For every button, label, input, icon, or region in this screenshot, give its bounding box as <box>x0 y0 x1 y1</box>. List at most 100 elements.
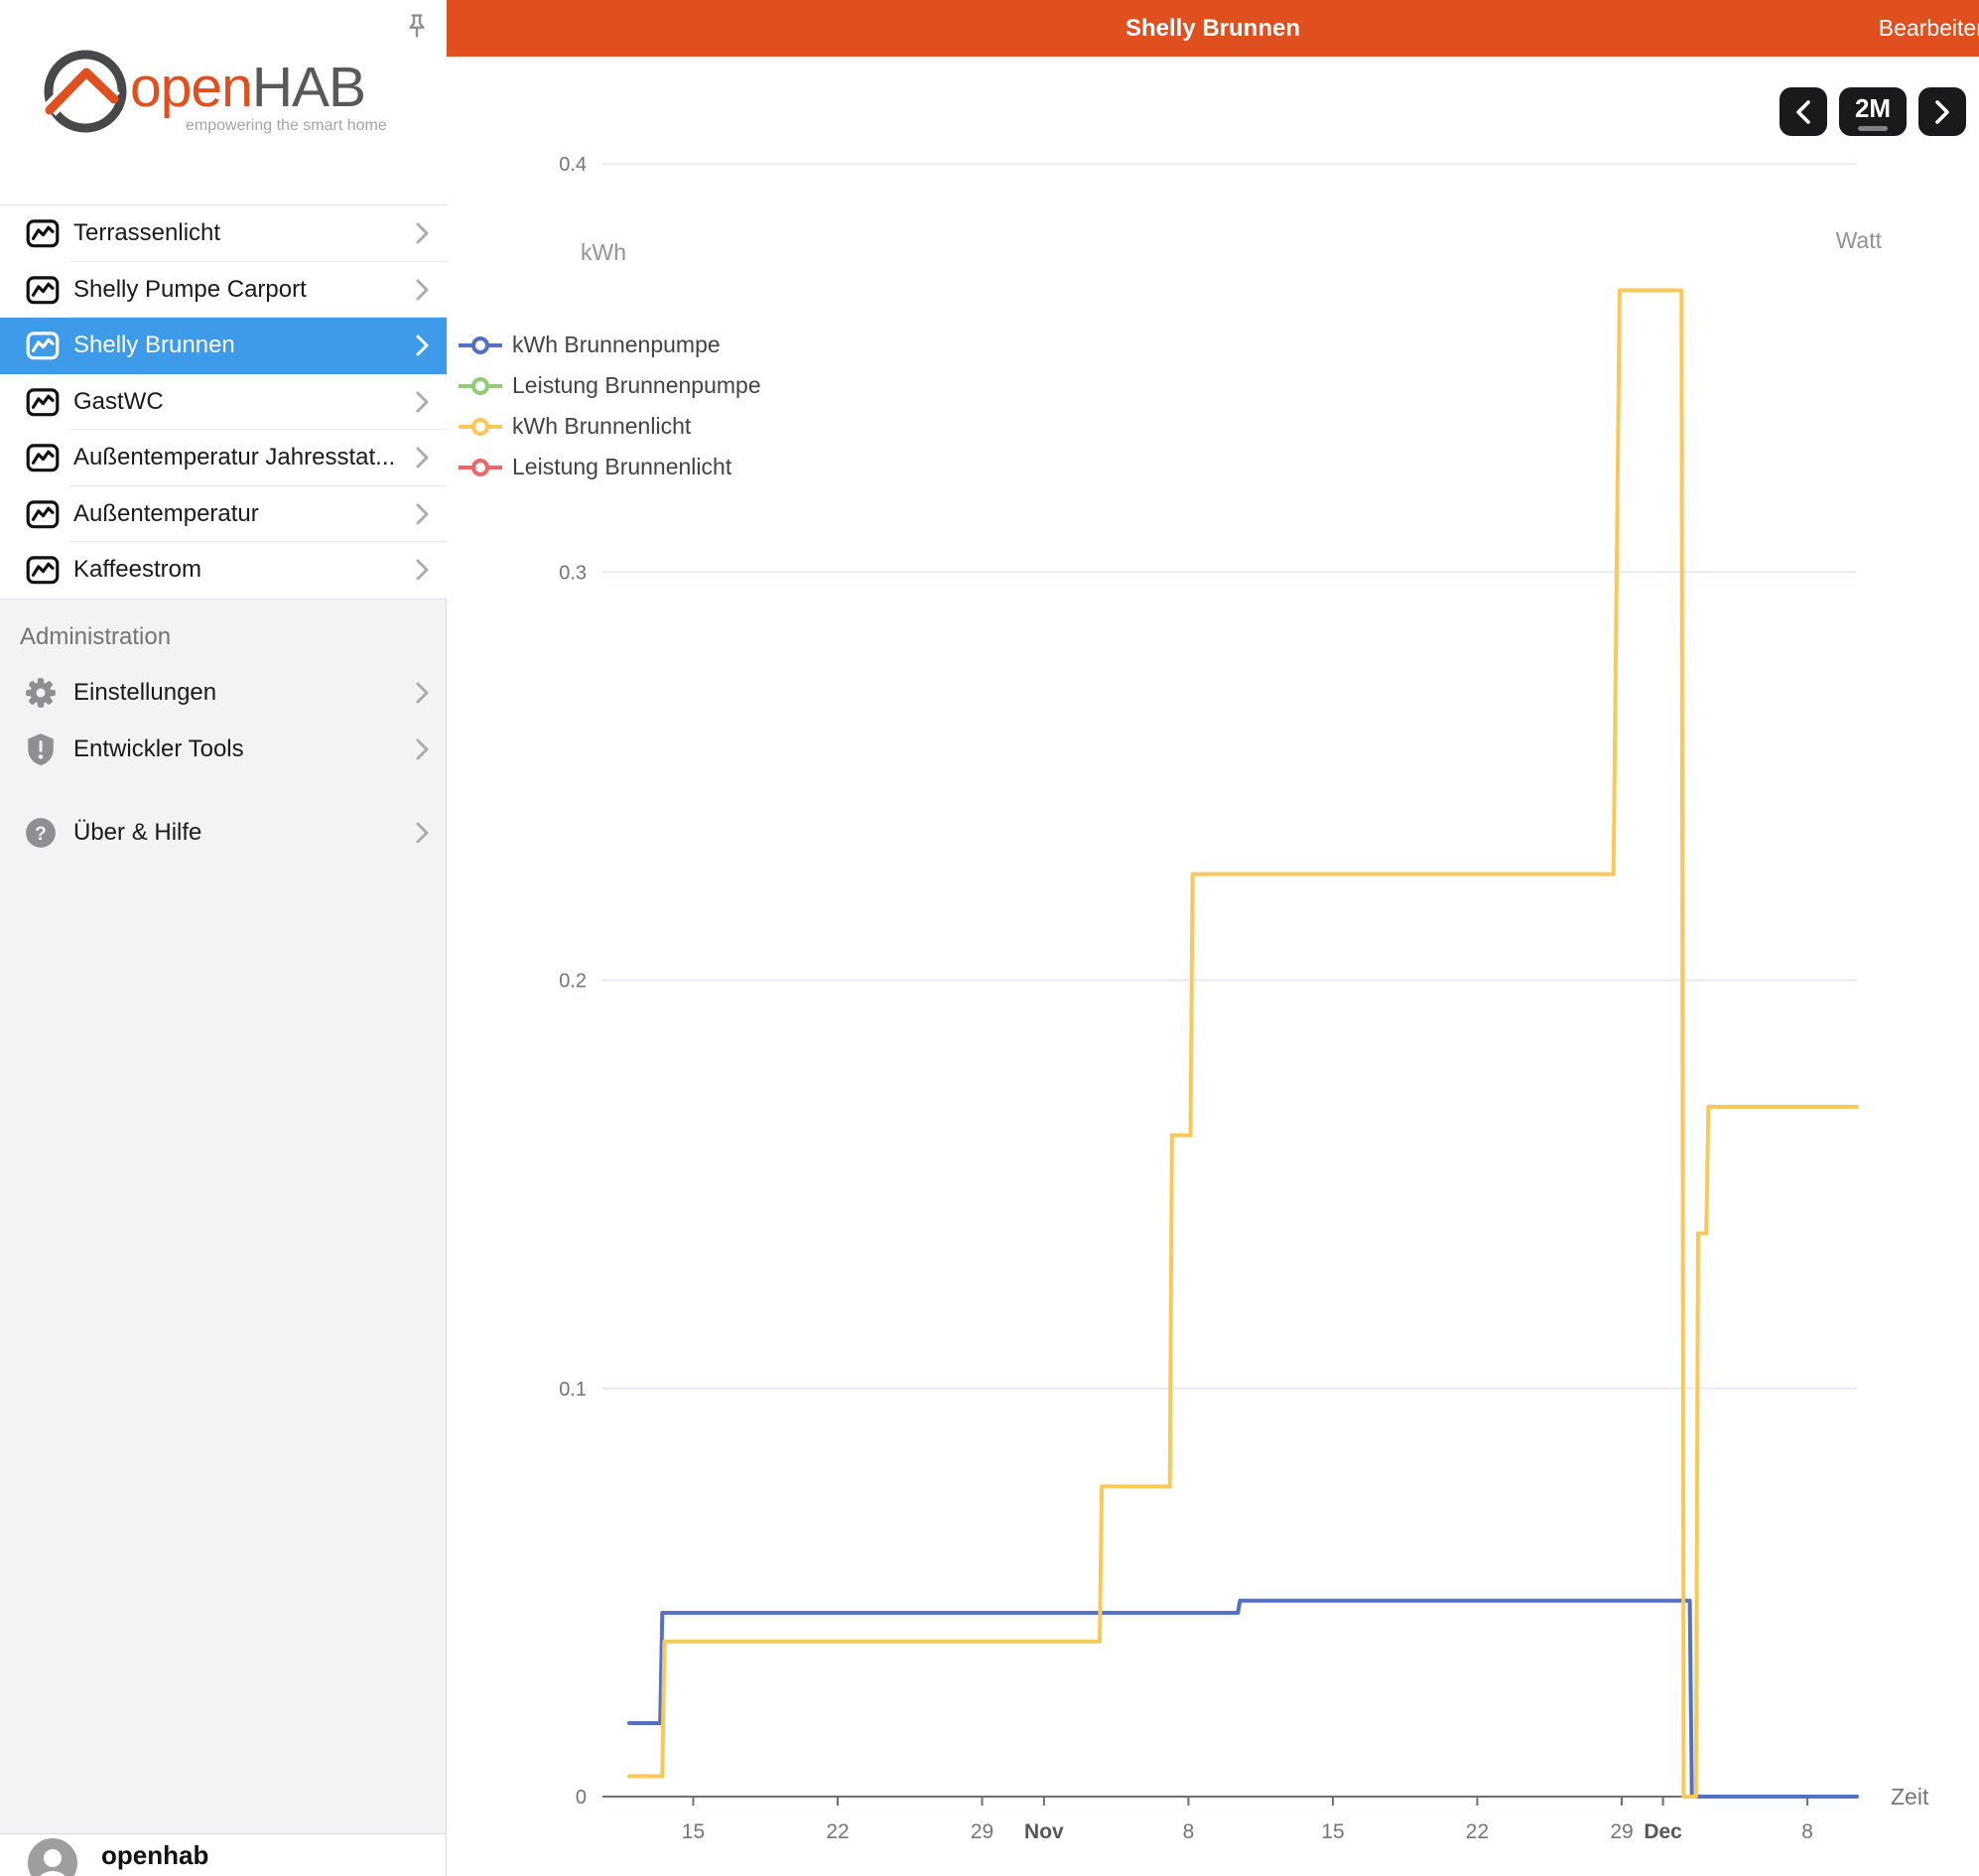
y-tick-label: 0.2 <box>559 971 587 993</box>
legend-label: Leistung Brunnenpumpe <box>512 372 761 398</box>
logo-tagline: empowering the smart home <box>186 117 387 134</box>
chart-legend: kWh Brunnenpumpe Leistung Brunnenpumpe kWh… <box>459 325 761 487</box>
pin-sidebar-button[interactable] <box>403 12 431 40</box>
shield-exclamation-icon <box>28 733 54 765</box>
sidebar-item-terrassenlicht[interactable]: Terrassenlicht <box>0 205 447 262</box>
chevron-right-icon <box>416 682 429 704</box>
chevron-left-icon <box>1796 99 1810 124</box>
range-selector-button[interactable]: 2M <box>1839 87 1907 136</box>
chevron-right-icon <box>416 738 429 760</box>
chevron-right-icon <box>416 222 429 244</box>
next-period-button[interactable] <box>1918 87 1966 136</box>
y-axis-name: kWh <box>581 239 626 265</box>
pin-icon <box>409 14 425 38</box>
logo-hab: HAB <box>251 56 366 119</box>
sidebar-item-kaffeestrom[interactable]: Kaffeestrom <box>0 542 447 599</box>
chevron-right-icon <box>416 503 429 525</box>
sidebar-item-gastwc[interactable]: GastWC <box>0 374 447 431</box>
openhab-logo-text: openHAB <box>130 55 366 120</box>
x-tick-label: 8 <box>1801 1820 1813 1843</box>
admin-section-header: Administration <box>20 623 172 650</box>
main-content: 0 0.1 0.2 0.3 0.4 15 22 29 Nov 8 15 22 29 Dec 8 kWh Watt… <box>447 0 1979 1876</box>
legend-item[interactable]: Leistung Brunnenlicht <box>459 447 761 487</box>
range-underline <box>1858 125 1888 131</box>
sidebar: openHAB empowering the smart home Terras… <box>0 0 447 1876</box>
y-axis-right-name: Watt <box>1836 227 1883 253</box>
sidebar-item-label: Einstellungen <box>73 679 217 707</box>
chart-icon <box>26 276 60 304</box>
header: Shelly Brunnen Bearbeiten <box>447 0 1979 57</box>
admin-section: Administration Einstellungen Entwickler … <box>0 600 447 862</box>
x-tick-label: 29 <box>971 1820 993 1843</box>
x-tick-label: 15 <box>682 1820 705 1843</box>
chart-icon <box>26 556 60 585</box>
chevron-right-icon <box>1935 99 1949 124</box>
y-tick-label: 0.1 <box>559 1379 587 1401</box>
sidebar-item-shelly-brunnen[interactable]: Shelly Brunnen <box>0 318 447 374</box>
y-tick-label: 0.3 <box>559 562 587 584</box>
chevron-right-icon <box>416 447 429 469</box>
sidebar-item-aussentemperatur[interactable]: Außentemperatur <box>0 486 447 543</box>
chart-icon <box>26 388 60 416</box>
chart-canvas[interactable]: 0 0.1 0.2 0.3 0.4 15 22 29 Nov 8 15 22 29 Dec 8 kWh Watt… <box>447 0 1979 1876</box>
sidebar-item-aussentemperatur-jahresstat[interactable]: Außentemperatur Jahresstat... <box>0 430 447 486</box>
series-kwh-brunnenpumpe <box>627 1598 1859 1799</box>
chevron-right-icon <box>416 279 429 301</box>
x-tick-label: 22 <box>1466 1820 1489 1843</box>
user-footer[interactable]: openhab <box>0 1833 446 1876</box>
legend-label: Leistung Brunnenlicht <box>512 454 732 479</box>
logo-block: openHAB empowering the smart home <box>0 0 447 205</box>
x-tick-label: Dec <box>1644 1820 1682 1843</box>
y-tick-label: 0 <box>576 1787 587 1809</box>
username-label: openhab <box>101 1840 209 1870</box>
x-tick-label: 29 <box>1610 1820 1633 1843</box>
sidebar-item-label: Kaffeestrom <box>73 556 201 584</box>
chart-area: 0 0.1 0.2 0.3 0.4 15 22 29 Nov 8 15 22 29 Dec 8 kWh Watt… <box>447 0 1979 1876</box>
y-tick-label: 0.4 <box>559 154 587 176</box>
legend-label: kWh Brunnenpumpe <box>512 332 721 357</box>
chart-icon <box>26 500 60 528</box>
sidebar-item-entwickler-tools[interactable]: Entwickler Tools <box>0 722 447 778</box>
period-navigation: 2M <box>1780 87 1966 136</box>
sidebar-item-label: Entwickler Tools <box>73 735 244 762</box>
page-title: Shelly Brunnen <box>1124 15 1301 42</box>
sidebar-item-ueber-hilfe[interactable]: ? Über & Hilfe <box>0 805 447 862</box>
prev-period-button[interactable] <box>1780 87 1827 136</box>
legend-marker-icon <box>459 376 502 395</box>
sidebar-item-einstellungen[interactable]: Einstellungen <box>0 665 447 722</box>
x-axis-name: Zeit <box>1891 1784 1929 1809</box>
x-tick-label: Nov <box>1024 1820 1064 1843</box>
legend-item[interactable]: Leistung Brunnenpumpe <box>459 365 761 406</box>
range-label: 2M <box>1854 92 1892 123</box>
chevron-right-icon <box>416 335 429 356</box>
chart-icon <box>26 332 60 360</box>
chart-icon <box>26 444 60 472</box>
x-tick-label: 22 <box>826 1820 849 1843</box>
chevron-right-icon <box>416 822 429 844</box>
sidebar-item-label: GastWC <box>73 387 164 415</box>
legend-item[interactable]: kWh Brunnenlicht <box>459 406 761 447</box>
legend-item[interactable]: kWh Brunnenpumpe <box>459 325 761 365</box>
legend-marker-icon <box>459 335 502 354</box>
legend-marker-icon <box>459 417 502 436</box>
chevron-right-icon <box>416 559 429 581</box>
legend-marker-icon <box>459 458 502 476</box>
chevron-right-icon <box>416 391 429 413</box>
sidebar-item-label: Außentemperatur Jahresstat... <box>73 444 396 471</box>
logo-open: open <box>130 56 253 119</box>
edit-button[interactable]: Bearbeiten <box>1878 15 1979 41</box>
gear-icon <box>26 678 56 709</box>
sidebar-item-label: Terrassenlicht <box>73 219 221 247</box>
series-kwh-brunnenlicht <box>627 288 1859 1799</box>
question-circle-icon: ? <box>26 818 56 849</box>
legend-label: kWh Brunnenlicht <box>512 413 692 439</box>
sidebar-item-shelly-pumpe-carport[interactable]: Shelly Pumpe Carport <box>0 262 447 319</box>
openhab-logo-icon <box>43 50 127 133</box>
sidebar-item-label: Außentemperatur <box>73 499 259 527</box>
x-tick-label: 15 <box>1321 1820 1344 1843</box>
sidebar-item-label: Shelly Brunnen <box>73 332 235 359</box>
x-tick-label: 8 <box>1183 1820 1195 1843</box>
sidebar-item-label: Über & Hilfe <box>73 819 202 847</box>
sidebar-pages-list: Terrassenlicht Shelly Pumpe Carport Shel… <box>0 205 447 600</box>
